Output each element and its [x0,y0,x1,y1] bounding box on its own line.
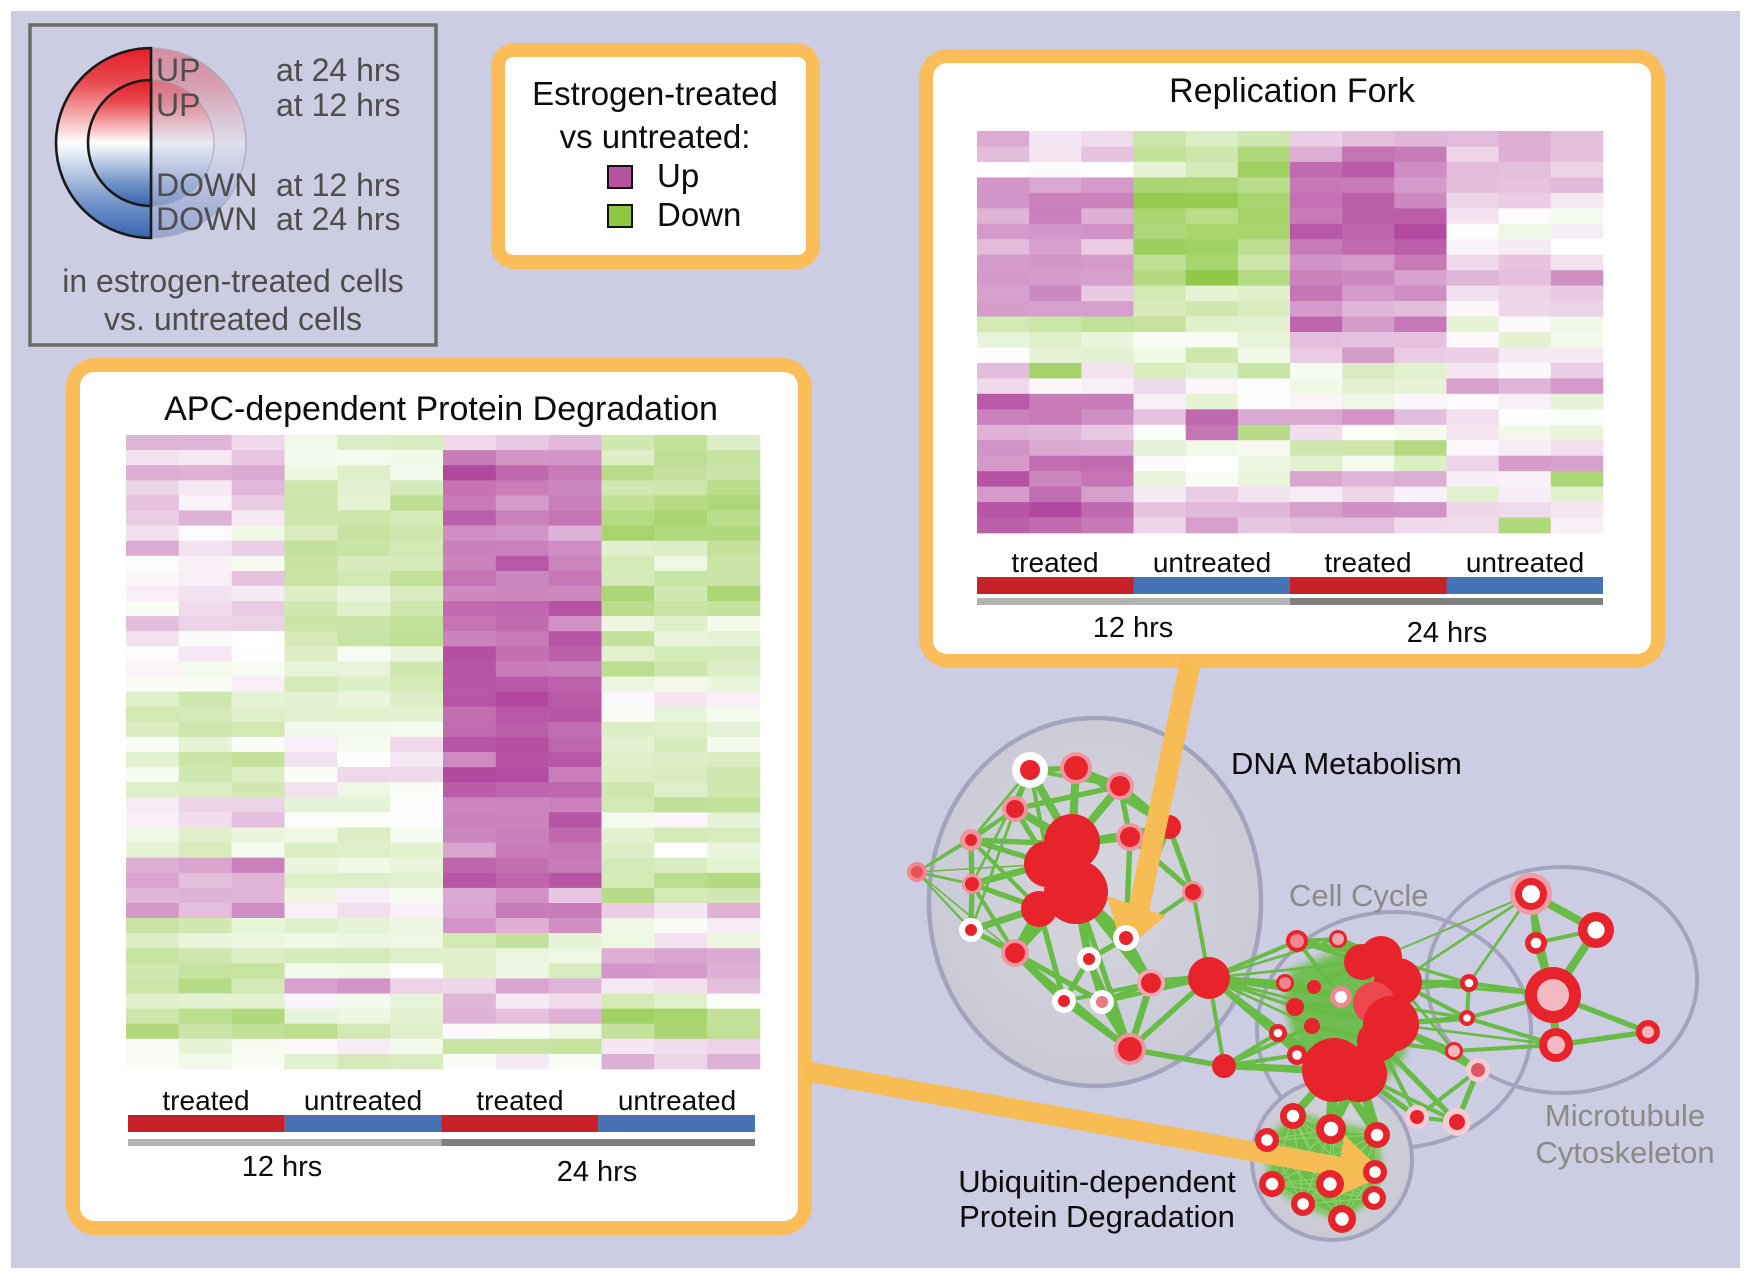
svg-text:Down: Down [657,196,741,233]
svg-text:vs. untreated cells: vs. untreated cells [104,301,362,337]
svg-text:Up: Up [657,157,699,194]
svg-text:at 24 hrs: at 24 hrs [276,201,401,237]
svg-text:untreated: untreated [304,1085,422,1116]
svg-text:untreated: untreated [1153,547,1271,578]
svg-text:untreated: untreated [618,1085,736,1116]
svg-text:Protein Degradation: Protein Degradation [959,1199,1235,1234]
svg-text:Microtubule: Microtubule [1545,1098,1705,1133]
svg-text:treated: treated [476,1085,563,1116]
svg-text:Estrogen-treated: Estrogen-treated [532,75,778,112]
svg-text:at 12 hrs: at 12 hrs [276,87,401,123]
svg-text:12 hrs: 12 hrs [1093,612,1174,644]
svg-text:DNA Metabolism: DNA Metabolism [1231,746,1462,781]
svg-text:24 hrs: 24 hrs [1407,617,1488,649]
svg-text:APC-dependent Protein Degradat: APC-dependent Protein Degradation [164,390,718,428]
svg-text:at 12 hrs: at 12 hrs [276,167,401,203]
svg-text:DOWN: DOWN [156,201,257,237]
svg-text:treated: treated [1011,547,1098,578]
svg-text:treated: treated [1324,547,1411,578]
svg-text:Ubiquitin-dependent: Ubiquitin-dependent [958,1164,1236,1199]
svg-text:untreated: untreated [1466,547,1584,578]
svg-text:UP: UP [156,87,200,123]
svg-text:12 hrs: 12 hrs [242,1151,323,1183]
svg-text:in estrogen-treated cells: in estrogen-treated cells [62,263,404,299]
svg-text:24 hrs: 24 hrs [557,1156,638,1188]
svg-text:vs untreated:: vs untreated: [560,118,751,155]
svg-text:Cytoskeleton: Cytoskeleton [1535,1135,1714,1170]
svg-text:DOWN: DOWN [156,167,257,203]
svg-text:Replication Fork: Replication Fork [1169,72,1416,110]
svg-text:UP: UP [156,52,200,88]
svg-text:Cell Cycle: Cell Cycle [1289,878,1429,913]
svg-text:at 24 hrs: at 24 hrs [276,52,401,88]
svg-text:treated: treated [162,1085,249,1116]
